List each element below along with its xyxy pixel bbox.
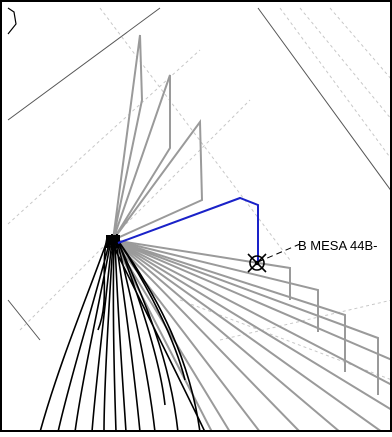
- gray-tracks: [112, 34, 392, 433]
- track-line[interactable]: [112, 241, 117, 433]
- track-line[interactable]: [112, 239, 231, 433]
- track-line[interactable]: [112, 239, 379, 395]
- track-line[interactable]: [112, 239, 346, 372]
- grid-dashed-line: [99, 7, 291, 261]
- fix-leader-line: [257, 243, 301, 263]
- grid-dashed-line: [19, 99, 251, 331]
- track-line[interactable]: [112, 239, 319, 332]
- track-line[interactable]: [112, 34, 144, 241]
- grid-line: [257, 7, 392, 193]
- track-line[interactable]: [114, 241, 127, 433]
- grid-dashed-line: [329, 7, 392, 81]
- track-line[interactable]: [115, 241, 141, 433]
- track-line[interactable]: [39, 237, 109, 433]
- track-line[interactable]: [74, 239, 112, 433]
- grid-line: [7, 7, 161, 121]
- track-origin-cluster: [106, 234, 120, 250]
- track-line[interactable]: [112, 74, 171, 241]
- grid-dashed-line: [7, 49, 201, 225]
- track-line[interactable]: [97, 237, 108, 331]
- track-line[interactable]: [112, 239, 383, 433]
- track-line[interactable]: [103, 241, 114, 433]
- black-tracks: [39, 237, 206, 433]
- track-line[interactable]: [112, 119, 204, 241]
- selected-track[interactable]: [117, 196, 259, 262]
- track-line[interactable]: [117, 240, 166, 406]
- track-line[interactable]: [112, 239, 392, 361]
- grid-line: [7, 299, 41, 341]
- fix-label: B MESA 44B-: [298, 238, 377, 253]
- grid-dashed-line: [279, 7, 392, 161]
- track-line[interactable]: [118, 241, 201, 433]
- grid-dashed-line: [299, 7, 392, 121]
- track-line[interactable]: [112, 239, 341, 433]
- crosshair-circle-icon[interactable]: [247, 253, 267, 273]
- track-line[interactable]: [112, 239, 392, 386]
- track-line[interactable]: [112, 239, 392, 411]
- track-line[interactable]: [111, 242, 206, 433]
- track-line[interactable]: [91, 239, 113, 433]
- map-grid: [7, 7, 392, 381]
- boundary-outline: [7, 7, 17, 35]
- track-line[interactable]: [112, 239, 301, 433]
- track-line[interactable]: [112, 239, 291, 300]
- track-line[interactable]: [118, 241, 186, 381]
- fix-marker[interactable]: B MESA 44B-: [247, 238, 377, 273]
